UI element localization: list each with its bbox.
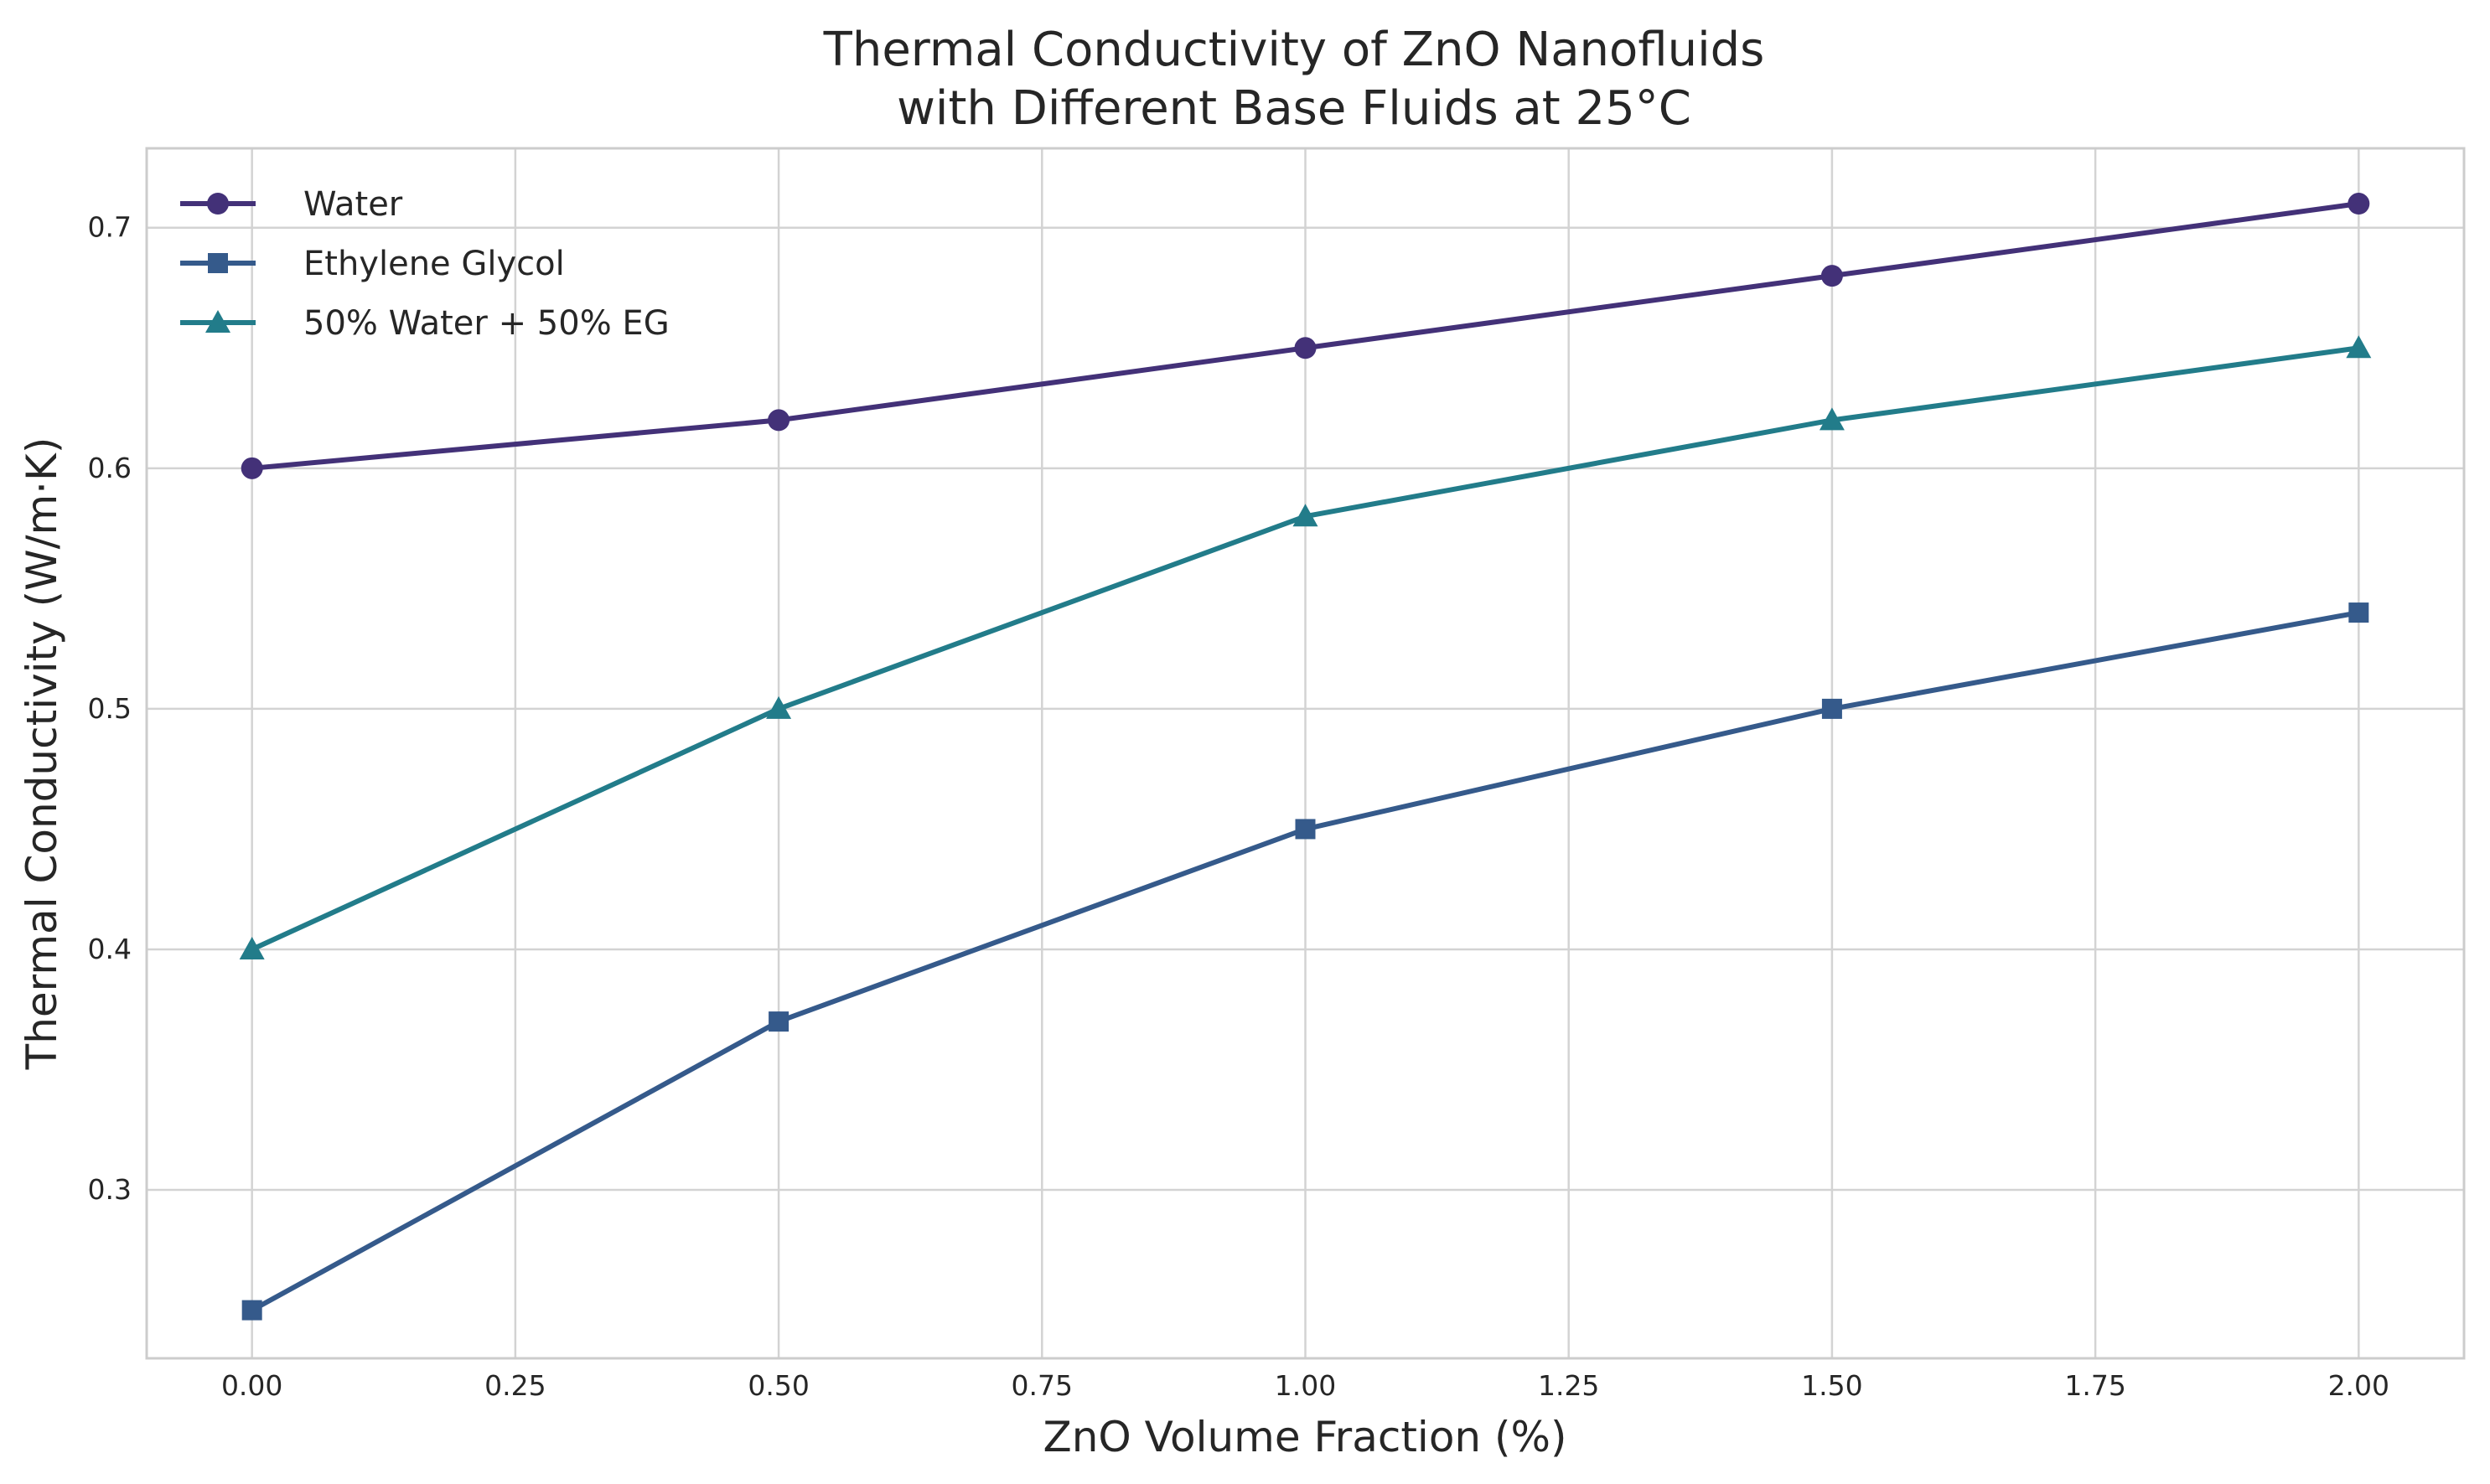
data-point [1295,819,1316,840]
x-tick-label: 0.50 [748,1369,809,1402]
y-axis-label: Thermal Conductivity (W/m·K) [18,437,66,1071]
x-tick-label: 0.25 [484,1369,546,1402]
chart-title-line2: with Different Base Fluids at 25°C [897,81,1691,136]
y-tick-label: 0.3 [88,1173,132,1206]
chart-title: Thermal Conductivity of ZnO Nanofluids [823,23,1765,77]
y-tick-label: 0.4 [88,933,132,965]
legend-entry: Ethylene Glycol [180,245,565,283]
legend-entry: 50% Water + 50% EG [180,304,670,343]
data-point [768,409,790,432]
x-tick-label: 1.25 [1538,1369,1599,1402]
data-point [241,457,263,479]
data-point [766,695,792,719]
data-point [239,936,265,959]
data-point [1821,698,1842,719]
data-point [1292,504,1318,527]
x-tick-label: 2.00 [2328,1369,2389,1402]
x-tick-label: 1.75 [2064,1369,2125,1402]
x-tick-label: 0.00 [221,1369,282,1402]
y-tick-label: 0.5 [88,692,132,725]
x-tick-label: 0.75 [1012,1369,1073,1402]
legend: Water Ethylene Glycol 50% Water + 50% EG [180,185,670,343]
plot-frame [145,147,2466,1360]
legend-label: 50% Water + 50% EG [303,304,670,343]
legend-label: Ethylene Glycol [303,245,565,283]
data-point [769,1011,789,1032]
data-point [1819,407,1845,431]
series-50-water-50-eg [239,335,2372,959]
legend-marker [207,193,229,215]
legend-marker [205,310,230,333]
data-point [2346,335,2372,359]
y-tick-label: 0.7 [88,211,132,244]
series-ethylene-glycol [241,602,2369,1321]
data-point [2348,602,2369,623]
legend-label: Water [303,185,403,224]
y-tick-label: 0.6 [88,452,132,484]
x-tick-label: 1.50 [1801,1369,1862,1402]
data-point [1820,265,1843,287]
series-water [241,193,2370,479]
x-tick-label: 1.00 [1275,1369,1336,1402]
data-point [2348,193,2370,215]
data-point [1294,337,1317,359]
legend-marker [208,253,228,273]
legend-entry: Water [180,185,403,224]
data-point [241,1300,262,1321]
x-axis-label: ZnO Volume Fraction (%) [1043,1413,1566,1461]
tick-labels: 0.00 0.25 0.50 0.75 1.00 1.25 1.50 1.75 2.00 0.3 0… [88,211,2390,1402]
data-series [239,193,2372,1321]
